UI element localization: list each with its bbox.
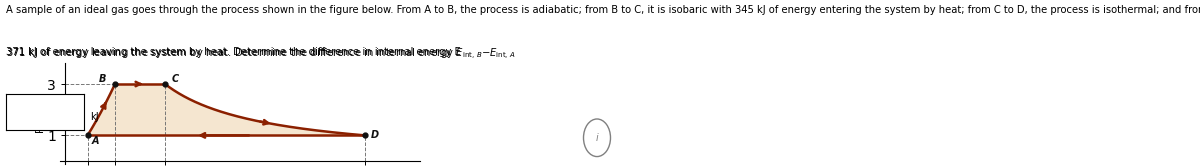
Text: A: A — [91, 136, 98, 146]
Text: D: D — [371, 130, 379, 140]
Text: 371 kJ of energy leaving the system by heat. Determine the difference in interna: 371 kJ of energy leaving the system by h… — [6, 47, 516, 62]
Text: C: C — [172, 74, 179, 84]
Text: i: i — [595, 133, 599, 143]
Text: kJ: kJ — [90, 112, 98, 122]
Polygon shape — [88, 84, 365, 135]
Text: 371 kJ of energy leaving the system by heat. Determine the difference in interna: 371 kJ of energy leaving the system by h… — [6, 47, 461, 57]
Y-axis label: P (atm): P (atm) — [36, 95, 46, 133]
Text: B: B — [98, 74, 106, 84]
Text: A sample of an ideal gas goes through the process shown in the figure below. Fro: A sample of an ideal gas goes through th… — [6, 5, 1200, 15]
